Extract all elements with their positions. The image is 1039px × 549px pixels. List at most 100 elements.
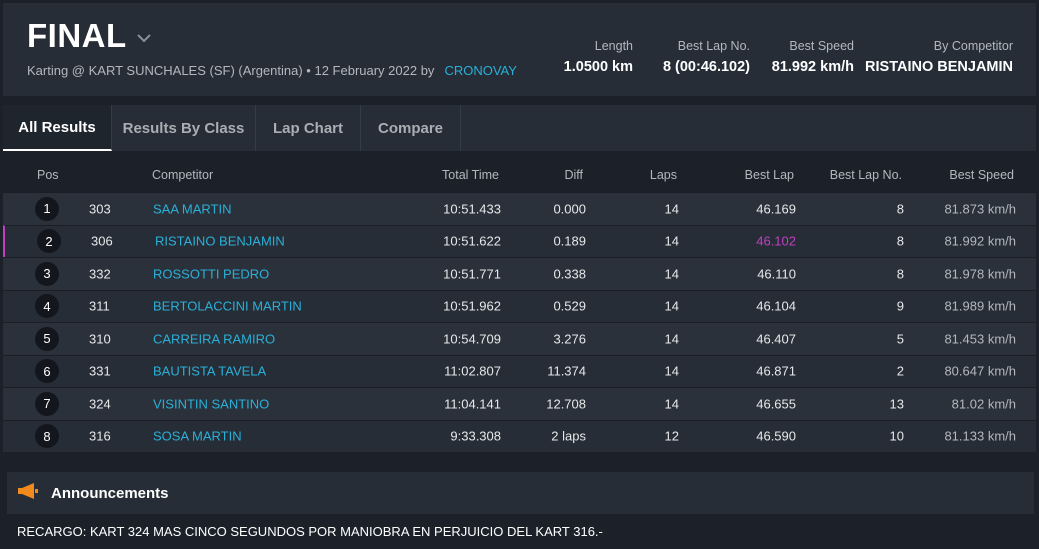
results-tabs: All Results Results By Class Lap Chart C… bbox=[3, 105, 1036, 151]
position-cell: 8 bbox=[35, 424, 59, 449]
best-lap-no: 9 bbox=[896, 298, 904, 314]
timing-provider-link[interactable]: CRONOVAY bbox=[444, 63, 517, 78]
tab-results-by-class[interactable]: Results By Class bbox=[112, 105, 256, 151]
laps: 14 bbox=[664, 233, 679, 249]
table-row[interactable]: 5 310 CARREIRA RAMIRO 10:54.709 3.276 14 46.40… bbox=[3, 322, 1036, 355]
megaphone-icon bbox=[17, 482, 39, 504]
col-best-speed[interactable]: Best Speed bbox=[949, 168, 1014, 182]
position-cell: 3 bbox=[35, 261, 59, 286]
kart-number: 324 bbox=[89, 396, 111, 412]
best-lap: 46.655 bbox=[756, 396, 796, 412]
competitor-link[interactable]: ROSSOTTI PEDRO bbox=[153, 266, 270, 282]
position-badge: 6 bbox=[35, 359, 59, 384]
table-row[interactable]: 2 306 RISTAINO BENJAMIN 10:51.622 0.189 14 46.… bbox=[3, 224, 1036, 257]
col-best-lap-no[interactable]: Best Lap No. bbox=[829, 168, 902, 182]
best-speed: 81.978 km/h bbox=[944, 266, 1016, 282]
competitor-link[interactable]: SOSA MARTIN bbox=[153, 428, 242, 444]
best-lap: 46.590 bbox=[756, 428, 796, 444]
table-row[interactable]: 6 331 BAUTISTA TAVELA 11:02.807 11.374 14 46.8… bbox=[3, 354, 1036, 387]
tab-lap-chart[interactable]: Lap Chart bbox=[256, 105, 361, 151]
diff: 11.374 bbox=[547, 363, 586, 379]
total-time: 11:04.141 bbox=[444, 396, 501, 412]
position-badge: 8 bbox=[35, 424, 59, 449]
laps: 14 bbox=[664, 298, 679, 314]
best-lap-no: 8 bbox=[896, 266, 904, 282]
col-laps[interactable]: Laps bbox=[649, 168, 677, 182]
tab-all-results[interactable]: All Results bbox=[3, 105, 112, 151]
diff: 2 laps bbox=[551, 428, 586, 444]
best-lap-no: 8 bbox=[896, 201, 904, 217]
competitor-link[interactable]: BAUTISTA TAVELA bbox=[153, 363, 267, 379]
table-row[interactable]: 3 332 ROSSOTTI PEDRO 10:51.771 0.338 14 46.110… bbox=[3, 257, 1036, 290]
position-cell: 2 bbox=[37, 229, 61, 254]
event-subtitle: Karting @ KART SUNCHALES (SF) (Argentina… bbox=[27, 63, 517, 78]
position-cell: 6 bbox=[35, 359, 59, 384]
position-badge: 1 bbox=[35, 196, 59, 221]
total-time: 11:02.807 bbox=[444, 363, 501, 379]
table-row[interactable]: 4 311 BERTOLACCINI MARTIN 10:51.962 0.529 14 4… bbox=[3, 289, 1036, 322]
best-lap: 46.104 bbox=[756, 298, 796, 314]
stat-value: 1.0500 km bbox=[563, 59, 633, 75]
best-lap: 46.102 bbox=[756, 233, 796, 249]
table-row[interactable]: 7 324 VISINTIN SANTINO 11:04.141 12.708 14 46.… bbox=[3, 387, 1036, 420]
event-info: Karting @ KART SUNCHALES (SF) (Argentina… bbox=[27, 63, 435, 78]
laps: 14 bbox=[664, 266, 679, 282]
announcements-title: Announcements bbox=[51, 484, 169, 502]
laps: 14 bbox=[664, 201, 679, 217]
best-lap-no: 8 bbox=[896, 233, 904, 249]
stat-label: By Competitor bbox=[933, 39, 1013, 53]
diff: 12.708 bbox=[546, 396, 586, 412]
col-total-time[interactable]: Total Time bbox=[442, 168, 499, 182]
table-row[interactable]: 8 316 SOSA MARTIN 9:33.308 2 laps 12 46.590 10 8… bbox=[3, 419, 1036, 452]
kart-number: 303 bbox=[89, 201, 111, 217]
best-lap-no: 2 bbox=[896, 363, 904, 379]
table-row[interactable]: 1 303 SAA MARTIN 10:51.433 0.000 14 46.169 8 81.… bbox=[3, 192, 1036, 225]
kart-number: 306 bbox=[91, 233, 113, 249]
diff: 0.529 bbox=[553, 298, 586, 314]
competitor-link[interactable]: CARREIRA RAMIRO bbox=[153, 331, 276, 347]
competitor-link[interactable]: BERTOLACCINI MARTIN bbox=[153, 298, 302, 314]
col-competitor[interactable]: Competitor bbox=[152, 168, 214, 182]
chevron-down-icon[interactable] bbox=[136, 30, 151, 48]
stat-value: RISTAINO BENJAMIN bbox=[865, 59, 1013, 75]
col-diff[interactable]: Diff bbox=[564, 168, 583, 182]
total-time: 10:51.962 bbox=[443, 298, 501, 314]
best-speed: 80.647 km/h bbox=[944, 363, 1016, 379]
competitor-link[interactable]: VISINTIN SANTINO bbox=[153, 396, 270, 412]
total-time: 10:54.709 bbox=[443, 331, 501, 347]
total-time: 10:51.433 bbox=[443, 201, 501, 217]
competitor-link[interactable]: SAA MARTIN bbox=[153, 201, 232, 217]
table-header: Pos Competitor Total Time Diff Laps Best… bbox=[3, 158, 1036, 192]
laps: 12 bbox=[664, 428, 679, 444]
competitor-link[interactable]: RISTAINO BENJAMIN bbox=[155, 233, 285, 249]
diff: 0.338 bbox=[553, 266, 586, 282]
kart-number: 316 bbox=[89, 428, 111, 444]
best-lap: 46.871 bbox=[756, 363, 796, 379]
col-best-lap[interactable]: Best Lap bbox=[744, 168, 794, 182]
best-lap-no: 13 bbox=[889, 396, 904, 412]
title-dropdown[interactable]: FINAL bbox=[27, 17, 151, 55]
results-table: Pos Competitor Total Time Diff Laps Best… bbox=[3, 158, 1036, 452]
page-title: FINAL bbox=[27, 17, 127, 54]
announcement-text: RECARGO: KART 324 MAS CINCO SEGUNDOS POR… bbox=[7, 514, 1034, 549]
position-badge: 2 bbox=[37, 229, 61, 254]
event-header: FINAL Karting @ KART SUNCHALES (SF) (Arg… bbox=[3, 3, 1036, 96]
announcements-header: Announcements bbox=[7, 472, 1034, 514]
best-speed: 81.133 km/h bbox=[944, 428, 1016, 444]
tab-compare[interactable]: Compare bbox=[361, 105, 461, 151]
stat-label: Best Speed bbox=[789, 39, 854, 53]
stat-value: 8 (00:46.102) bbox=[662, 59, 750, 75]
col-pos[interactable]: Pos bbox=[37, 168, 59, 182]
diff: 0.189 bbox=[553, 233, 586, 249]
position-badge: 7 bbox=[35, 391, 59, 416]
laps: 14 bbox=[664, 396, 679, 412]
kart-number: 311 bbox=[89, 298, 110, 314]
stat-label: Length bbox=[594, 39, 633, 53]
kart-number: 331 bbox=[89, 363, 111, 379]
total-time: 9:33.308 bbox=[450, 428, 501, 444]
best-lap: 46.110 bbox=[757, 266, 796, 282]
position-badge: 5 bbox=[35, 326, 59, 351]
position-cell: 4 bbox=[35, 294, 59, 319]
diff: 3.276 bbox=[553, 331, 586, 347]
laps: 14 bbox=[664, 331, 679, 347]
